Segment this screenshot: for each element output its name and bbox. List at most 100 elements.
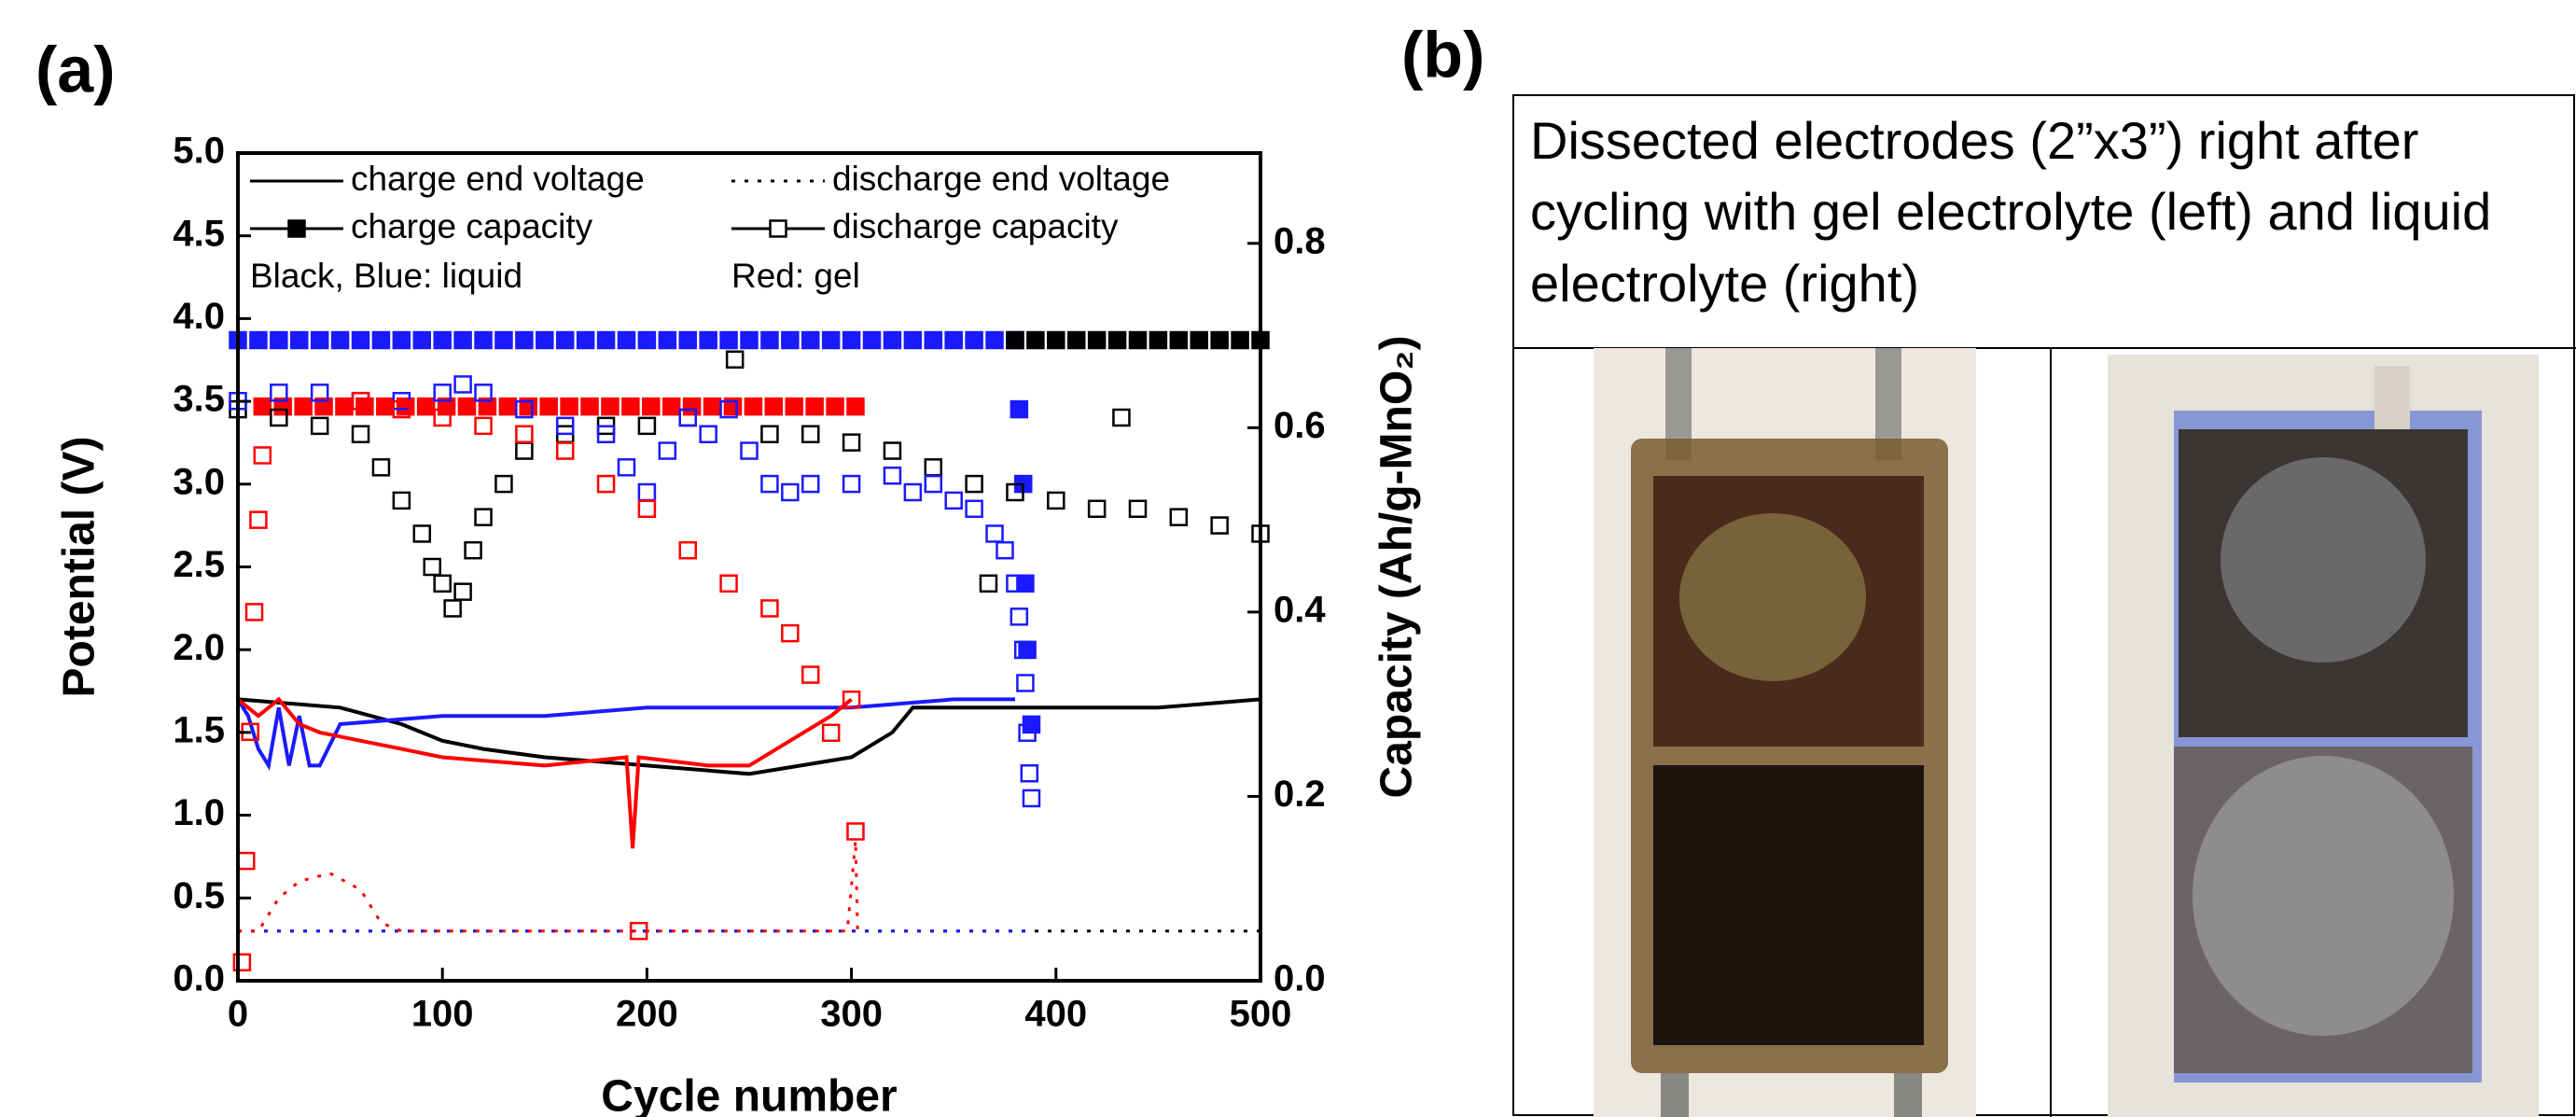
charge-capacity-marker	[1016, 574, 1035, 593]
charge-capacity-marker	[560, 397, 578, 416]
charge-capacity-marker	[335, 397, 354, 416]
legend-entry: charge capacity	[250, 207, 593, 245]
discharge-capacity-marker	[453, 375, 472, 394]
discharge-capacity-marker	[555, 416, 575, 436]
discharge-capacity-marker	[474, 508, 493, 526]
annotation: Black, Blue: liquid	[250, 257, 522, 295]
legend-label: charge end voltage	[351, 160, 645, 198]
discharge-capacity-marker	[719, 574, 738, 593]
charge-capacity-marker	[314, 397, 333, 416]
legend-label: discharge end voltage	[832, 160, 1170, 198]
discharge-capacity-marker	[760, 425, 779, 444]
charge-capacity-marker	[1169, 330, 1189, 350]
discharge-capacity-marker	[846, 822, 865, 841]
charge-capacity-marker	[703, 397, 722, 416]
discharge-capacity-marker	[1013, 640, 1033, 660]
y-tick-label: 1.0	[173, 792, 225, 833]
discharge-capacity-marker	[801, 425, 820, 444]
charge-capacity-marker	[1210, 330, 1229, 350]
charge-capacity-marker	[330, 330, 350, 350]
charge-capacity-marker	[310, 330, 329, 350]
charge-capacity-marker	[1231, 330, 1249, 350]
legend-entry: discharge capacity	[731, 207, 1119, 245]
discharge-capacity-marker	[965, 499, 983, 519]
discharge-capacity-marker	[412, 524, 432, 543]
discharge-capacity-marker	[842, 474, 861, 494]
legend-entry: charge end voltage	[250, 160, 645, 198]
charge-capacity-marker	[351, 330, 370, 350]
discharge-capacity-marker	[244, 603, 264, 621]
discharge-capacity-marker	[1020, 764, 1039, 783]
charge-capacity-marker	[1149, 330, 1168, 350]
discharge-capacity-marker	[1006, 482, 1024, 502]
discharge-capacity-marker	[270, 384, 288, 402]
discharge-capacity-marker	[1169, 508, 1189, 526]
x-tick-label: 0	[228, 994, 248, 1035]
charge-capacity-marker	[1128, 330, 1148, 350]
discharge-capacity-marker	[781, 482, 800, 502]
y-tick-label: 3.0	[173, 461, 225, 502]
discharge-capacity-marker	[310, 416, 329, 436]
discharge-capacity-marker	[629, 921, 648, 941]
charge-capacity-marker	[826, 397, 844, 416]
discharge-capacity-marker	[617, 458, 636, 477]
legend-label: charge capacity	[351, 207, 593, 245]
discharge-capacity-marker	[515, 399, 534, 419]
charge-capacity-marker	[555, 330, 575, 350]
y-axis-title: Potential (V)	[55, 436, 104, 697]
charge-capacity-marker	[821, 330, 841, 350]
charge-capacity-marker	[1066, 330, 1086, 350]
charge-capacity-marker	[392, 330, 411, 350]
discharge-capacity-marker	[1210, 516, 1229, 535]
discharge-capacity-marker	[515, 441, 534, 460]
charge-capacity-marker	[740, 330, 759, 350]
charge-capacity-marker	[805, 397, 824, 416]
charge-capacity-marker	[433, 330, 452, 350]
discharge-capacity-marker	[965, 474, 983, 494]
discharge-capacity-marker	[310, 384, 329, 402]
line	[238, 840, 859, 933]
charge-capacity-marker	[1047, 330, 1065, 350]
y2-tick-label: 0.8	[1274, 220, 1326, 261]
charge-capacity-marker	[658, 330, 677, 350]
discharge-capacity-marker	[423, 557, 441, 577]
description-line: electrolyte (right)	[1530, 254, 1919, 313]
discharge-capacity-marker	[821, 723, 841, 743]
legend-entry: discharge end voltage	[731, 160, 1170, 198]
charge-capacity-marker	[1190, 330, 1208, 350]
discharge-capacity-marker	[637, 416, 657, 436]
charge-capacity-marker	[642, 397, 661, 416]
charge-capacity-marker	[539, 397, 558, 416]
y-tick-label: 0.5	[173, 875, 225, 916]
discharge-capacity-marker	[555, 441, 575, 460]
photo-gel-electrode	[1594, 348, 1976, 1117]
charge-capacity-marker	[290, 330, 309, 350]
charge-capacity-marker	[596, 330, 616, 350]
charge-capacity-marker	[744, 397, 763, 416]
y-tick-label: 2.0	[173, 627, 225, 668]
discharge-capacity-marker	[253, 446, 272, 465]
y-tick-label: 1.5	[173, 709, 225, 750]
discharge-capacity-marker	[351, 391, 370, 411]
discharge-capacity-marker	[842, 690, 861, 709]
charge-capacity-marker	[965, 330, 983, 350]
discharge-capacity-marker	[801, 474, 820, 494]
discharge-capacity-marker	[996, 540, 1014, 560]
discharge-capacity-marker	[985, 524, 1004, 543]
description-line: cycling with gel electrolyte (left) and …	[1530, 182, 2491, 241]
discharge-capacity-marker	[474, 384, 493, 402]
charge-capacity-marker	[781, 330, 800, 350]
x-tick-label: 300	[820, 994, 883, 1035]
discharge-capacity-marker	[678, 540, 697, 560]
charge-capacity-marker	[764, 397, 784, 416]
description-line: Dissected electrodes (2”x3”) right after	[1530, 111, 2418, 170]
discharge-capacity-marker	[725, 350, 745, 370]
charge-capacity-marker	[1018, 640, 1037, 660]
x-tick-label: 400	[1024, 994, 1087, 1035]
x-axis-title: Cycle number	[601, 1072, 897, 1117]
y-tick-label: 5.0	[173, 131, 225, 172]
discharge-capacity-marker	[515, 425, 534, 444]
charge-capacity-marker	[249, 330, 268, 350]
charge-capacity-marker	[801, 330, 820, 350]
discharge-capacity-marker	[433, 574, 452, 593]
